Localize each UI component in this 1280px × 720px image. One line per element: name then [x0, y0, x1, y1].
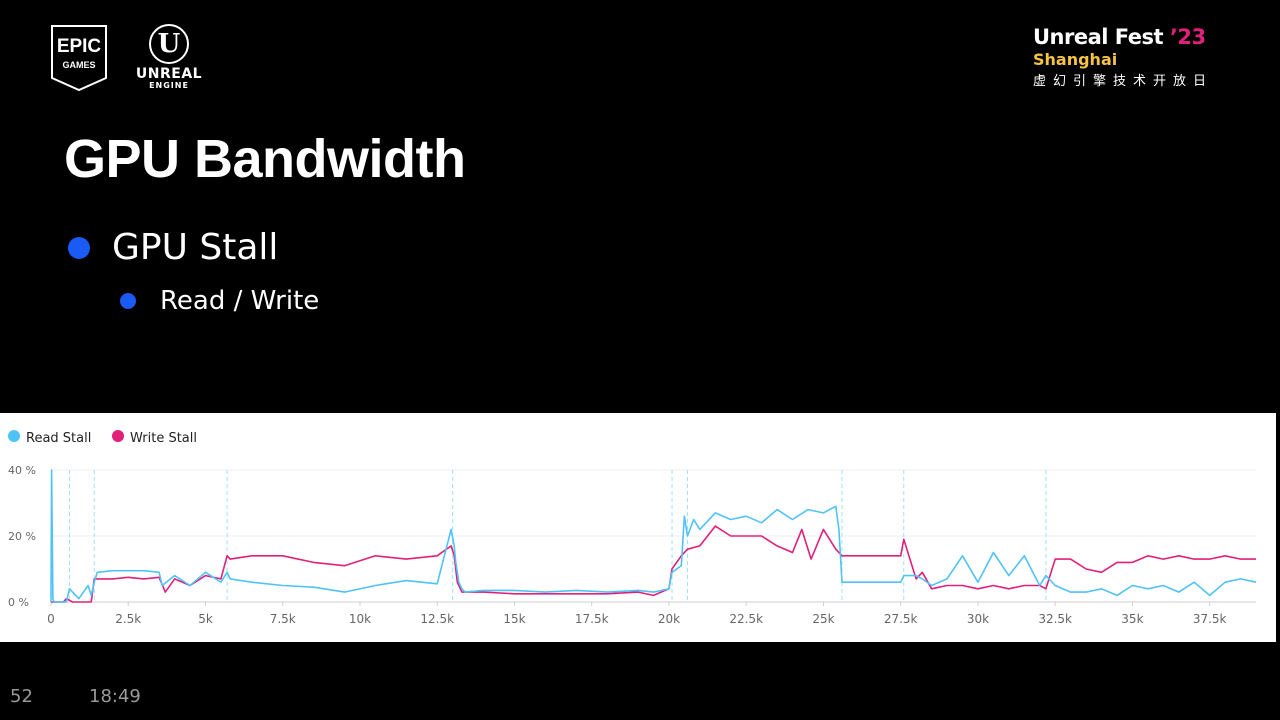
x-tick-label: 0 — [47, 612, 55, 626]
slide-number: 52 — [10, 686, 33, 707]
x-tick-label: 37.5k — [1193, 612, 1227, 626]
bullet-level-1: GPU Stall — [68, 226, 278, 270]
event-subtitle-cn: 虚幻引擎技术开放日 — [1033, 74, 1214, 89]
x-tick-label: 12.5k — [420, 612, 454, 626]
x-tick-label: 17.5k — [575, 612, 609, 626]
x-tick-label: 7.5k — [270, 612, 296, 626]
legend-swatch-0 — [8, 430, 20, 442]
x-tick-label: 35k — [1121, 612, 1143, 626]
stall-chart: Read Stall Write Stall 0 % 20 % 40 % 0 2.5k 5k… — [8, 430, 1257, 626]
unreal-logo-word: UNREAL — [135, 66, 203, 82]
chart-legend: Read Stall Write Stall — [8, 430, 197, 446]
epic-games-logo: EPIC GAMES — [50, 24, 108, 92]
legend-swatch-1 — [112, 430, 124, 442]
event-branding: Unreal Fest ’23 Shanghai 虚幻引擎技术开放日 — [1033, 24, 1213, 92]
chart-series — [50, 469, 1257, 603]
bullet-dot-icon — [68, 237, 90, 259]
epic-logo-subtext: GAMES — [62, 60, 95, 70]
y-tick-label: 20 % — [8, 530, 36, 543]
x-tick-label: 15k — [503, 612, 525, 626]
x-tick-label: 22.5k — [729, 612, 763, 626]
unreal-mark-icon: U — [149, 24, 189, 64]
legend-label-0: Read Stall — [26, 431, 91, 446]
y-tick-label: 0 % — [8, 596, 29, 609]
chart-grid — [51, 469, 1256, 603]
x-tick-label: 27.5k — [884, 612, 918, 626]
x-tick-label: 25k — [812, 612, 834, 626]
x-tick-label: 10k — [349, 612, 371, 626]
chart-axes: 0 % 20 % 40 % 0 2.5k 5k 7.5k 10k 12.5k 15k 17.5k 20… — [8, 464, 1227, 626]
event-city: Shanghai — [1033, 50, 1118, 69]
series-line-write-stall — [51, 525, 1256, 603]
x-tick-label: 2.5k — [115, 612, 141, 626]
x-tick-label: 30k — [967, 612, 989, 626]
sub-bullet-text: Read / Write — [160, 286, 320, 316]
y-tick-label: 40 % — [8, 464, 36, 477]
bullet-dot-icon — [120, 293, 136, 309]
legend-label-1: Write Stall — [130, 431, 197, 446]
unreal-engine-logo: U UNREAL ENGINE — [126, 24, 212, 92]
bullet-level-2: Read / Write — [120, 284, 319, 318]
slide-title: GPU Bandwidth — [64, 129, 466, 189]
event-year: ’23 — [1169, 25, 1206, 49]
x-tick-label: 5k — [198, 612, 213, 626]
epic-logo-text: EPIC — [57, 36, 102, 57]
clock-time: 18:49 — [89, 686, 141, 707]
unreal-logo-sub: ENGINE — [149, 81, 189, 90]
event-title: Unreal Fest ’23 — [1033, 25, 1206, 49]
stall-chart-panel: Read Stall Write Stall 0 % 20 % 40 % 0 2.5k 5k… — [0, 413, 1276, 642]
x-tick-label: 20k — [658, 612, 680, 626]
bullet-text: GPU Stall — [112, 227, 279, 268]
series-line-read-stall — [50, 469, 1257, 603]
x-tick-label: 32.5k — [1038, 612, 1072, 626]
